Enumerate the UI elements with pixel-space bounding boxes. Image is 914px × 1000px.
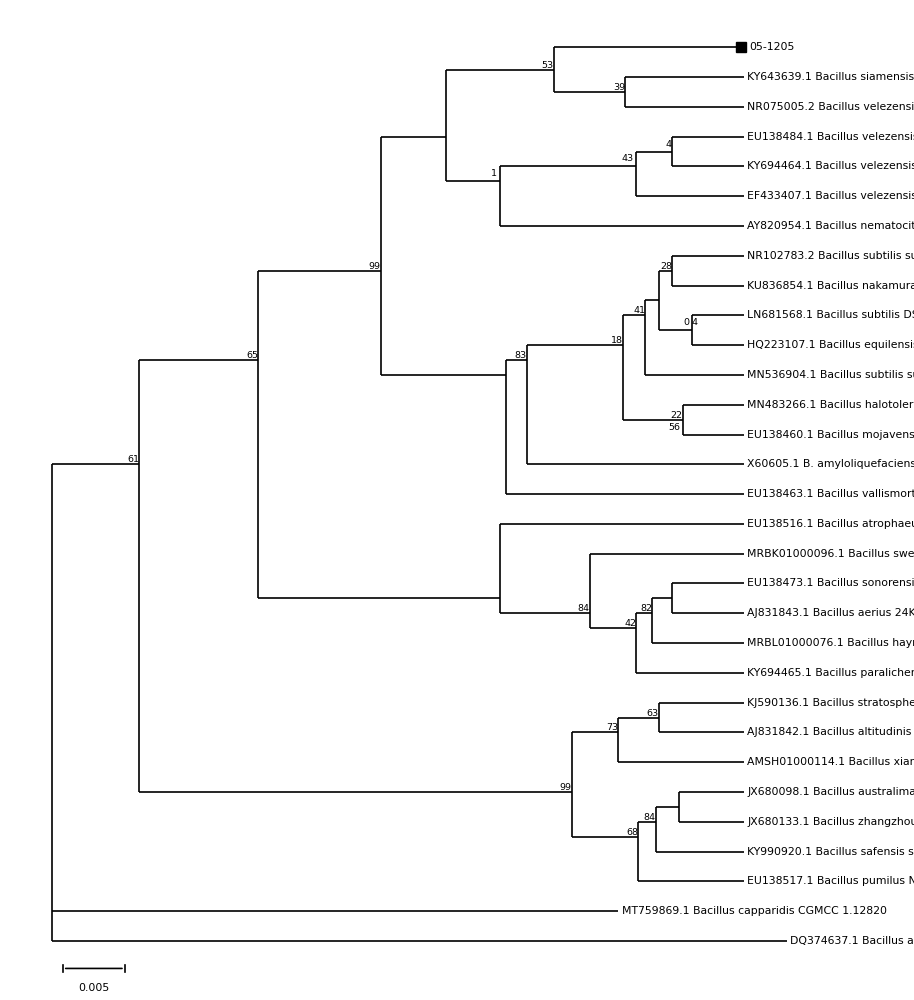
Text: 43: 43 xyxy=(622,154,633,163)
Text: HQ223107.1 Bacillus equilensis 10b: HQ223107.1 Bacillus equilensis 10b xyxy=(748,340,914,350)
Text: EU138517.1 Bacillus pumilus NRRL NRS-272: EU138517.1 Bacillus pumilus NRRL NRS-272 xyxy=(748,876,914,886)
Text: MN536904.1 Bacillus subtilis subsp. stercoris JCM30051: MN536904.1 Bacillus subtilis subsp. ster… xyxy=(748,370,914,380)
Text: 56: 56 xyxy=(668,423,680,432)
Text: 0: 0 xyxy=(683,318,689,327)
Text: LN681568.1 Bacillus subtilis DSM10T: LN681568.1 Bacillus subtilis DSM10T xyxy=(748,310,914,320)
Text: 22: 22 xyxy=(671,411,683,420)
Text: AMSH01000114.1 Bacillus xiamenensis HYC-10: AMSH01000114.1 Bacillus xiamenensis HYC-… xyxy=(748,757,914,767)
Text: 1: 1 xyxy=(492,169,497,178)
Text: 53: 53 xyxy=(542,61,554,70)
Text: DQ374637.1 Bacillus acidiceler CBD 119: DQ374637.1 Bacillus acidiceler CBD 119 xyxy=(791,936,914,946)
Text: 41: 41 xyxy=(633,306,645,315)
Text: KY990920.1 Bacillus safensis subsp. osmophilus BC09: KY990920.1 Bacillus safensis subsp. osmo… xyxy=(748,847,914,857)
Text: EU138460.1 Bacillus mojavensis NRRL B-14698: EU138460.1 Bacillus mojavensis NRRL B-14… xyxy=(748,430,914,440)
Text: EU138463.1 Bacillus vallismortis NRRL B-14890: EU138463.1 Bacillus vallismortis NRRL B-… xyxy=(748,489,914,499)
Text: X60605.1 B. amyloliquefaciens DSM7: X60605.1 B. amyloliquefaciens DSM7 xyxy=(748,459,914,469)
Text: 63: 63 xyxy=(646,709,658,718)
Text: EF433407.1 Bacillus velezensis strain BCRC 17467: EF433407.1 Bacillus velezensis strain BC… xyxy=(748,191,914,201)
Text: 65: 65 xyxy=(246,351,258,360)
Text: NR075005.2 Bacillus velezensis FZB42: NR075005.2 Bacillus velezensis FZB42 xyxy=(748,102,914,112)
Text: MN483266.1 Bacillus halotolerans DSM8802: MN483266.1 Bacillus halotolerans DSM8802 xyxy=(748,400,914,410)
Text: 82: 82 xyxy=(641,604,653,613)
Text: 28: 28 xyxy=(660,262,672,271)
Text: 84: 84 xyxy=(643,813,656,822)
Text: 18: 18 xyxy=(611,336,622,345)
Text: KY694464.1 Bacillus velezensis strain NRRL B-41580: KY694464.1 Bacillus velezensis strain NR… xyxy=(748,161,914,171)
Text: AJ831842.1 Bacillus altitudinis 41KF2b: AJ831842.1 Bacillus altitudinis 41KF2b xyxy=(748,727,914,737)
Text: AY820954.1 Bacillus nematocita B-16: AY820954.1 Bacillus nematocita B-16 xyxy=(748,221,914,231)
Text: MRBK01000096.1 Bacillus swezeyi NRRL B-41294: MRBK01000096.1 Bacillus swezeyi NRRL B-4… xyxy=(748,549,914,559)
Text: NR102783.2 Bacillus subtilis subsp. subtilis 168: NR102783.2 Bacillus subtilis subsp. subt… xyxy=(748,251,914,261)
Text: EU138516.1 Bacillus atrophaeus NRRL NRS-213: EU138516.1 Bacillus atrophaeus NRRL NRS-… xyxy=(748,519,914,529)
Text: 99: 99 xyxy=(369,262,381,271)
Text: MT759869.1 Bacillus capparidis CGMCC 1.12820: MT759869.1 Bacillus capparidis CGMCC 1.1… xyxy=(622,906,887,916)
Text: 39: 39 xyxy=(613,83,625,92)
Text: 61: 61 xyxy=(127,455,139,464)
Text: 42: 42 xyxy=(624,619,636,628)
Text: 4: 4 xyxy=(692,318,697,327)
Text: 99: 99 xyxy=(559,783,571,792)
Text: KY643639.1 Bacillus siamensis KCTC 13613: KY643639.1 Bacillus siamensis KCTC 13613 xyxy=(748,72,914,82)
Text: EU138473.1 Bacillus sonorensis NRRL B-23154: EU138473.1 Bacillus sonorensis NRRL B-23… xyxy=(748,578,914,588)
Text: 84: 84 xyxy=(578,604,590,613)
Text: 05-1205: 05-1205 xyxy=(749,42,794,52)
Text: 4: 4 xyxy=(665,140,671,149)
Text: KY694465.1 Bacillus paralicheniformis KJ-16: KY694465.1 Bacillus paralicheniformis KJ… xyxy=(748,668,914,678)
Text: AJ831843.1 Bacillus aerius 24K: AJ831843.1 Bacillus aerius 24K xyxy=(748,608,914,618)
Text: 0.005: 0.005 xyxy=(79,983,110,993)
Text: KJ590136.1 Bacillus stratosphericus 41KF2a: KJ590136.1 Bacillus stratosphericus 41KF… xyxy=(748,698,914,708)
Text: JX680098.1 Bacillus australimaris MCCC 1A05787: JX680098.1 Bacillus australimaris MCCC 1… xyxy=(748,787,914,797)
Text: MRBL01000076.1 Bacillus haynesii NRRL B-41327: MRBL01000076.1 Bacillus haynesii NRRL B-… xyxy=(748,638,914,648)
Text: EU138484.1 Bacillus velezensis NRRL B-41580: EU138484.1 Bacillus velezensis NRRL B-41… xyxy=(748,132,914,142)
Text: 73: 73 xyxy=(606,723,618,732)
Text: KU836854.1 Bacillus nakamurai NRRL B-41091: KU836854.1 Bacillus nakamurai NRRL B-410… xyxy=(748,281,914,291)
Text: JX680133.1 Bacillus zhangzhouensis MCCC 1A08372: JX680133.1 Bacillus zhangzhouensis MCCC … xyxy=(748,817,914,827)
Text: 68: 68 xyxy=(626,828,638,837)
Text: 83: 83 xyxy=(515,351,526,360)
